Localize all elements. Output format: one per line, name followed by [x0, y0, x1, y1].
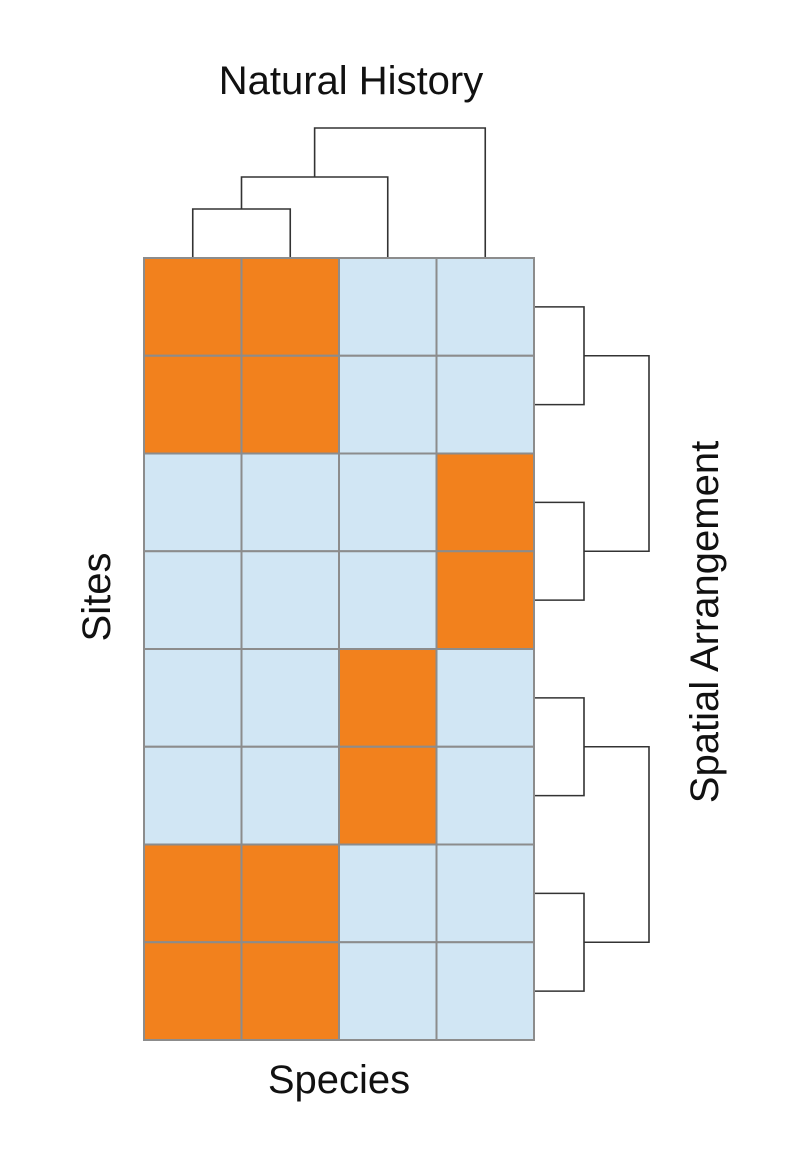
matrix-cell-r7-c3	[338, 843, 438, 944]
matrix-cell-r7-c4	[435, 843, 535, 944]
row-merge-pair-3	[534, 697, 585, 797]
matrix-cell-r1-c3	[338, 257, 438, 357]
matrix-cell-r8-c1	[143, 941, 243, 1041]
matrix-cell-r2-c3	[338, 354, 438, 455]
column-merge-1	[191, 208, 292, 258]
matrix-cell-r3-c4	[435, 452, 535, 553]
matrix-cell-r3-c2	[240, 452, 340, 553]
matrix-cell-r1-c4	[435, 257, 535, 357]
left-label: Sites	[75, 553, 119, 642]
matrix-cell-r7-c1	[143, 843, 243, 944]
matrix-cell-r5-c4	[435, 648, 535, 748]
matrix-cell-r2-c1	[143, 354, 243, 455]
matrix-cell-r2-c4	[435, 354, 535, 455]
matrix-cell-r4-c3	[338, 550, 438, 650]
matrix-cell-r4-c2	[240, 550, 340, 650]
matrix-cell-r5-c2	[240, 648, 340, 748]
matrix-cell-r8-c2	[240, 941, 340, 1041]
matrix-cell-r1-c1	[143, 257, 243, 357]
column-dendrogram	[191, 127, 487, 258]
bottom-label: Species	[268, 1058, 410, 1102]
row-merge-pair-4	[534, 892, 585, 992]
top-label: Natural History	[219, 59, 484, 103]
matrix-cell-r8-c4	[435, 941, 535, 1041]
column-merge-3	[313, 127, 487, 258]
presence-matrix	[143, 257, 535, 1041]
matrix-cell-r3-c1	[143, 452, 243, 553]
row-merge-pair-2	[534, 501, 585, 601]
row-merge-group-lower	[584, 745, 650, 944]
matrix-cell-r1-c2	[240, 257, 340, 357]
matrix-cell-r6-c3	[338, 745, 438, 846]
row-dendrogram	[534, 306, 650, 992]
matrix-cell-r7-c2	[240, 843, 340, 944]
matrix-cell-r2-c2	[240, 354, 340, 455]
row-merge-pair-1	[534, 306, 585, 406]
matrix-cell-r6-c2	[240, 745, 340, 846]
matrix-cell-r4-c4	[435, 550, 535, 650]
matrix-cell-r6-c4	[435, 745, 535, 846]
matrix-cell-r4-c1	[143, 550, 243, 650]
matrix-cell-r5-c3	[338, 648, 438, 748]
matrix-cell-r3-c3	[338, 452, 438, 553]
matrix-cell-r8-c3	[338, 941, 438, 1041]
matrix-cell-r6-c1	[143, 745, 243, 846]
column-merge-2	[240, 176, 389, 258]
matrix-cell-r5-c1	[143, 648, 243, 748]
row-merge-group-upper	[584, 354, 650, 553]
right-label: Spatial Arrangement	[683, 441, 727, 803]
